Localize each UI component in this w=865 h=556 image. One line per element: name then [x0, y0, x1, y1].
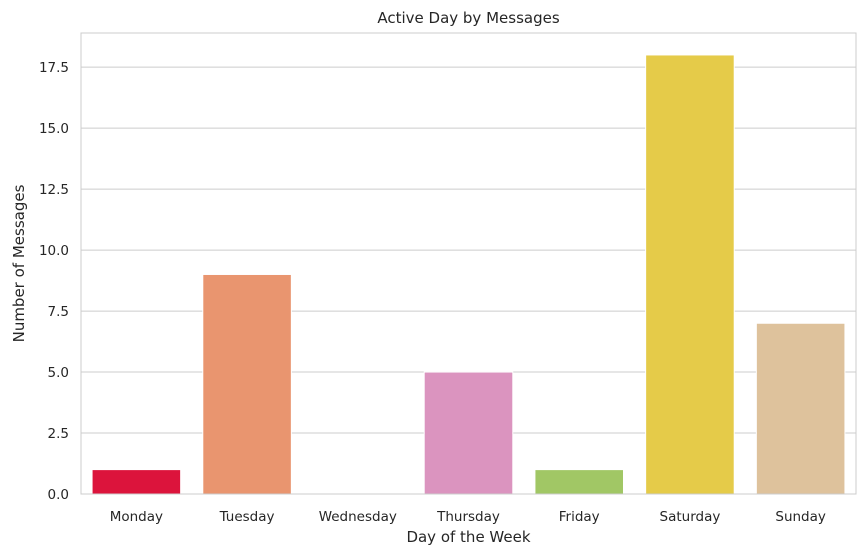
chart-title: Active Day by Messages	[377, 9, 559, 27]
bar-sunday	[755, 322, 846, 495]
x-tick-labels: Monday Tuesday Wednesday Thursday Friday Satu…	[110, 509, 826, 525]
bars	[91, 54, 846, 495]
y-tick-label: 5.0	[48, 365, 69, 381]
y-tick-label: 2.5	[48, 426, 69, 442]
bar-monday	[91, 469, 182, 495]
x-tick-label: Saturday	[660, 509, 721, 525]
y-tick-label: 12.5	[39, 182, 69, 198]
y-tick-labels: 0.0 2.5 5.0 7.5 10.0 12.5 15.0 17.5	[39, 60, 69, 503]
plot-frame	[80, 32, 857, 495]
y-tick-label: 10.0	[39, 243, 69, 259]
y-tick-label: 0.0	[48, 487, 69, 503]
y-tick-label: 17.5	[39, 60, 69, 76]
bar-friday	[534, 469, 625, 495]
y-tick-label: 7.5	[48, 304, 69, 320]
x-axis-label: Day of the Week	[406, 528, 530, 546]
x-tick-label: Thursday	[436, 509, 500, 525]
x-tick-label: Wednesday	[319, 509, 397, 525]
x-tick-label: Friday	[559, 509, 600, 525]
x-tick-label: Sunday	[775, 509, 826, 525]
bar-thursday	[423, 371, 514, 495]
y-axis-label: Number of Messages	[10, 184, 28, 342]
x-tick-label: Monday	[110, 509, 163, 525]
y-tick-label: 15.0	[39, 121, 69, 137]
x-tick-label: Tuesday	[219, 509, 275, 525]
bar-tuesday	[202, 273, 292, 495]
bar-saturday	[645, 54, 735, 495]
